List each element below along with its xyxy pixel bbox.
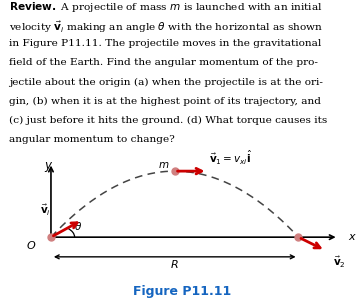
Text: $\vec{\mathbf{v}}_i$: $\vec{\mathbf{v}}_i$ (40, 202, 51, 218)
Text: Figure P11.11: Figure P11.11 (133, 285, 231, 298)
Text: $O$: $O$ (26, 239, 36, 251)
Text: $\vec{\mathbf{v}}_1 = v_{xi}\hat{\mathbf{i}}$: $\vec{\mathbf{v}}_1 = v_{xi}\hat{\mathbf… (209, 149, 253, 167)
Text: (c) just before it hits the ground. (d) What torque causes its: (c) just before it hits the ground. (d) … (9, 116, 327, 125)
Text: $y$: $y$ (44, 160, 54, 174)
Text: angular momentum to change?: angular momentum to change? (9, 135, 175, 144)
Text: $x$: $x$ (348, 232, 357, 242)
Text: $m$: $m$ (158, 161, 169, 170)
Text: field of the Earth. Find the angular momentum of the pro-: field of the Earth. Find the angular mom… (9, 58, 318, 67)
Text: $\vec{\mathbf{v}}_2$: $\vec{\mathbf{v}}_2$ (333, 255, 345, 270)
Text: in Figure P11.11. The projectile moves in the gravitational: in Figure P11.11. The projectile moves i… (9, 39, 321, 48)
Text: $\bf{Review.}$ A projectile of mass $m$ is launched with an initial: $\bf{Review.}$ A projectile of mass $m$ … (9, 0, 323, 14)
Text: velocity $\vec{\mathbf{v}}_i$ making an angle $\theta$ with the horizontal as sh: velocity $\vec{\mathbf{v}}_i$ making an … (9, 19, 323, 35)
Text: gin, (b) when it is at the highest point of its trajectory, and: gin, (b) when it is at the highest point… (9, 97, 321, 106)
Text: $\theta$: $\theta$ (74, 219, 82, 231)
Text: jectile about the origin (a) when the projectile is at the ori-: jectile about the origin (a) when the pr… (9, 77, 323, 86)
Text: $R$: $R$ (170, 258, 179, 270)
